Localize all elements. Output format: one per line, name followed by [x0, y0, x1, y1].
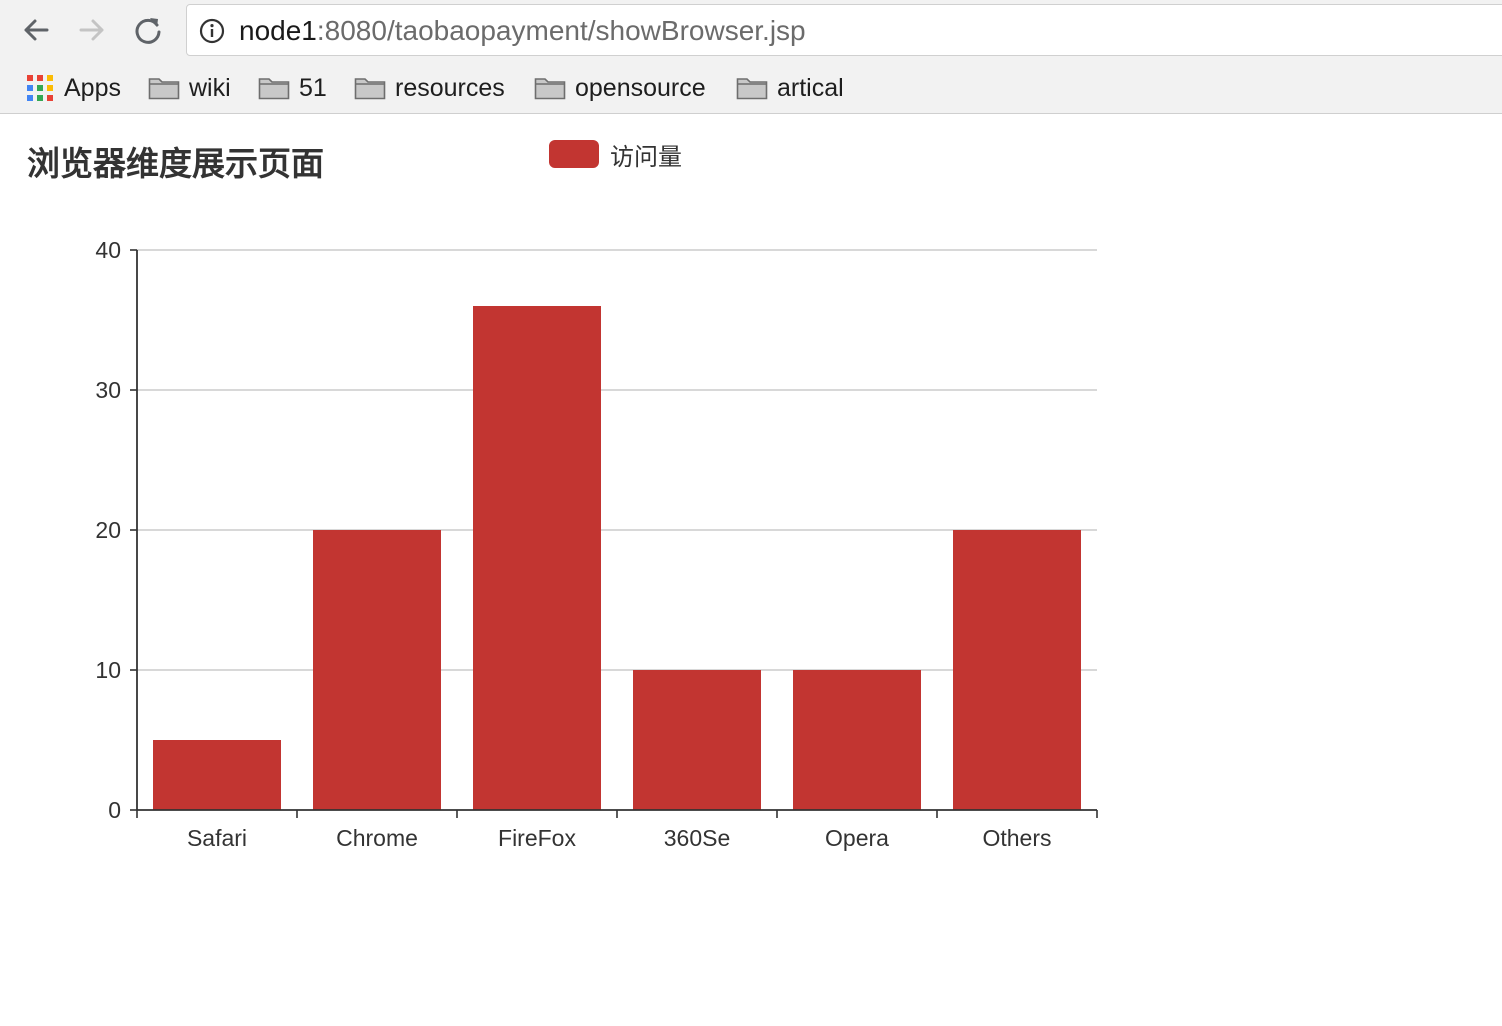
bar-chrome[interactable]	[313, 530, 441, 810]
url-path: :8080/taobaopayment/showBrowser.jsp	[316, 15, 806, 46]
forward-arrow-icon	[79, 19, 104, 41]
bar-firefox[interactable]	[473, 306, 601, 810]
y-tick-label: 30	[95, 377, 121, 403]
bar-360se[interactable]	[633, 670, 761, 810]
x-tick-label: Others	[982, 825, 1051, 851]
bookmark-wiki[interactable]: wiki	[148, 70, 231, 106]
apps-grid-icon	[27, 75, 53, 101]
y-tick-label: 20	[95, 517, 121, 543]
bookmark-label: Apps	[64, 73, 121, 102]
browser-toolbar: node1:8080/taobaopayment/showBrowser.jsp	[0, 0, 1502, 62]
chart-legend[interactable]: 访问量	[549, 139, 682, 171]
x-tick-label: Safari	[187, 825, 247, 851]
bookmark-resources[interactable]: resources	[354, 70, 505, 106]
y-tick-label: 0	[108, 797, 121, 823]
chart-title: 浏览器维度展示页面	[27, 144, 324, 183]
forward-button[interactable]	[72, 10, 112, 50]
legend-swatch	[549, 140, 599, 168]
folder-icon	[736, 78, 768, 100]
x-tick-label: Chrome	[336, 825, 418, 851]
folder-icon	[148, 78, 180, 100]
bar-others[interactable]	[953, 530, 1081, 810]
url-text[interactable]: node1:8080/taobaopayment/showBrowser.jsp	[239, 16, 806, 46]
bookmark-label: 51	[299, 73, 327, 102]
x-tick-label: Opera	[825, 825, 889, 851]
legend-label: 访问量	[610, 142, 682, 171]
bar-opera[interactable]	[793, 670, 921, 810]
bar-safari[interactable]	[153, 740, 281, 810]
bookmark-label: wiki	[189, 73, 231, 102]
reload-icon	[135, 18, 161, 44]
x-tick-label: FireFox	[498, 825, 576, 851]
bookmark-label: opensource	[575, 73, 706, 102]
bookmark-artical[interactable]: artical	[736, 70, 844, 106]
folder-icon	[354, 78, 386, 100]
folder-icon	[258, 78, 290, 100]
address-bar[interactable]: node1:8080/taobaopayment/showBrowser.jsp	[186, 4, 1502, 56]
info-icon[interactable]	[199, 18, 225, 44]
url-host: node1	[239, 15, 317, 46]
back-arrow-icon	[24, 19, 49, 41]
reload-button[interactable]	[128, 10, 168, 50]
y-tick-label: 10	[95, 657, 121, 683]
bookmarks-bar: Apps wiki 51 resources opensource	[0, 62, 1502, 114]
bookmark-label: resources	[395, 73, 505, 102]
x-tick-label: 360Se	[664, 825, 731, 851]
bookmark-opensource[interactable]: opensource	[534, 70, 706, 106]
y-tick-label: 40	[95, 237, 121, 263]
folder-icon	[534, 78, 566, 100]
bookmark-label: artical	[777, 73, 844, 102]
bookmark-51[interactable]: 51	[258, 70, 327, 106]
back-button[interactable]	[16, 10, 56, 50]
bookmark-apps[interactable]: Apps	[27, 70, 121, 106]
